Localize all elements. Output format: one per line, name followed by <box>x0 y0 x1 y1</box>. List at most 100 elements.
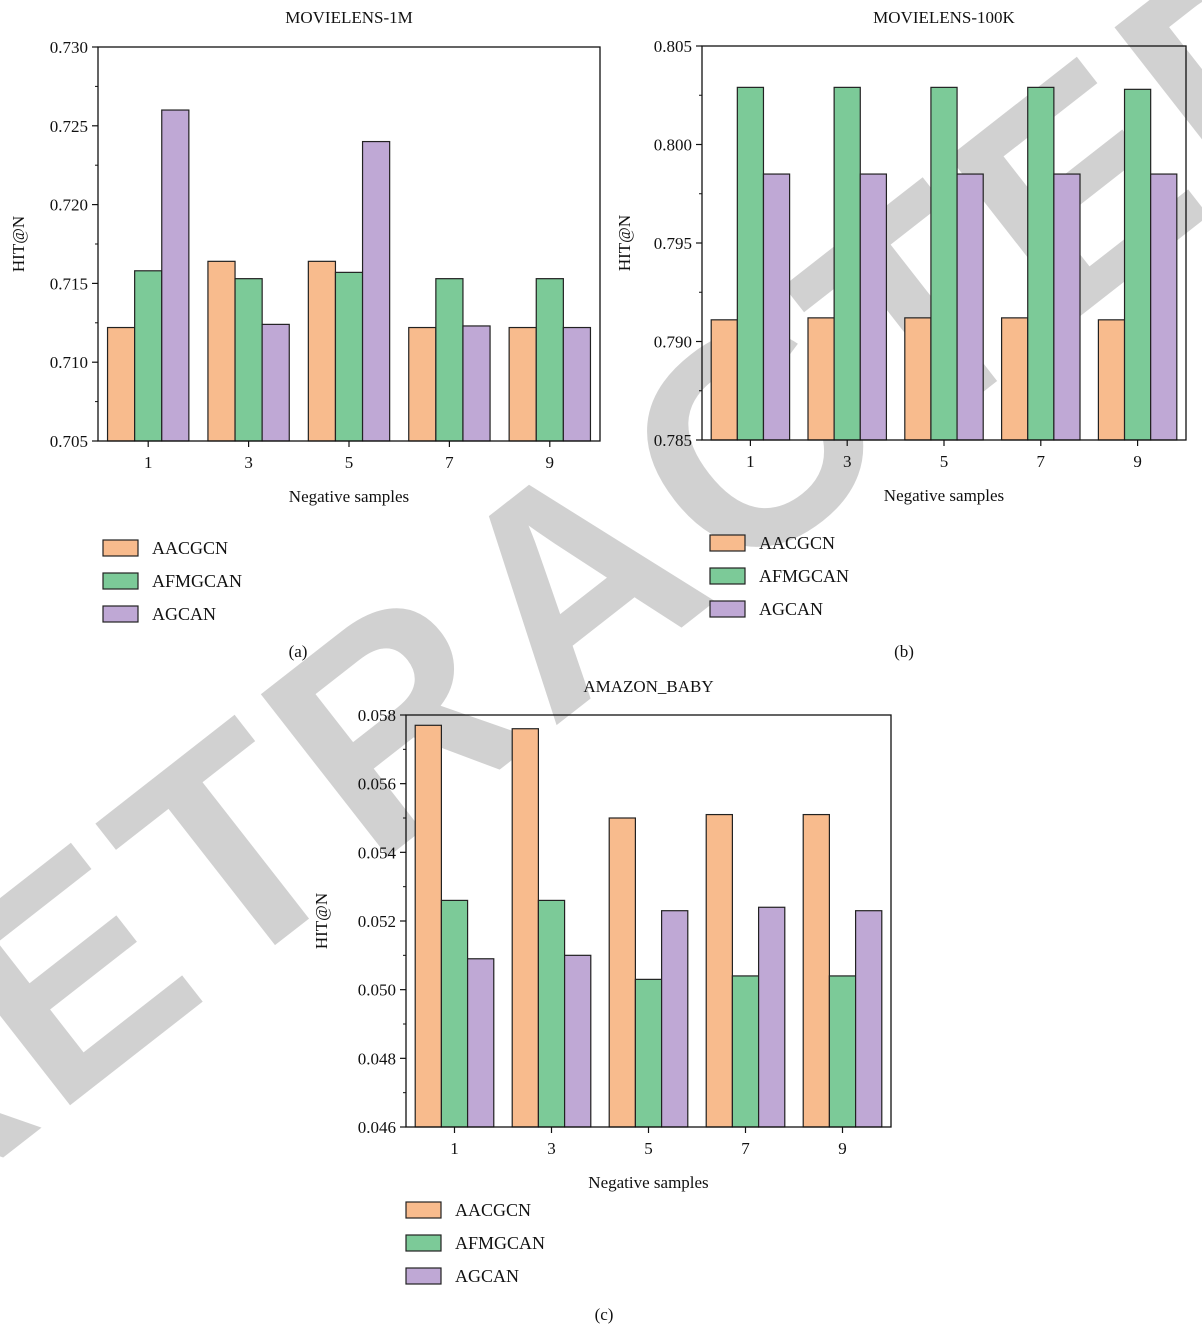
bar-agcan-1 <box>466 958 495 1128</box>
bars <box>710 86 1178 441</box>
bar-afmgcan-3 <box>833 86 861 441</box>
y-tick-label: 0.730 <box>50 38 88 57</box>
bar-agcan-1 <box>161 109 190 442</box>
x-tick-label: 1 <box>144 453 153 472</box>
bar-afmgcan-9 <box>828 975 857 1128</box>
legend: AACGCN AFMGCAN AGCAN <box>102 538 242 624</box>
bar-aacgcn-1 <box>414 724 442 1128</box>
x-tick-label: 9 <box>546 453 555 472</box>
bar-aacgcn-3 <box>807 317 835 441</box>
legend-swatch-aacgcn <box>102 539 139 557</box>
legend-label-afmgcan: AFMGCAN <box>152 571 242 591</box>
chart-movielens-100k: MOVIELENS-100K 0.785 0.790 0.795 0.800 0.805 1… <box>615 8 1187 661</box>
legend-label-agcan: AGCAN <box>455 1266 519 1286</box>
bar-agcan-7 <box>1053 173 1081 441</box>
y-tick-label: 0.058 <box>358 706 396 725</box>
bar-afmgcan-5 <box>334 271 364 442</box>
y-tick-label: 0.050 <box>358 981 396 1000</box>
legend-swatch-agcan <box>405 1267 442 1285</box>
x-axis-label: Negative samples <box>289 487 409 506</box>
legend-label-aacgcn: AACGCN <box>152 538 228 558</box>
y-tick-label: 0.795 <box>654 234 692 253</box>
y-tick-label: 0.720 <box>50 196 88 215</box>
bar-aacgcn-5 <box>307 260 337 442</box>
legend-swatch-afmgcan <box>709 567 746 585</box>
x-tick-label: 7 <box>445 453 454 472</box>
chart-amazon-baby: AMAZON_BABY 0.046 0.048 0.050 0.052 0.054 0.05… <box>312 677 892 1324</box>
legend-label-agcan: AGCAN <box>759 599 823 619</box>
chart-movielens-1m: MOVIELENS-1M 0.705 0.710 0.715 0.720 0.725 0.7… <box>9 8 601 661</box>
x-tick-label: 1 <box>450 1139 459 1158</box>
bar-agcan-9 <box>562 326 592 442</box>
y-tick-label: 0.800 <box>654 136 692 155</box>
x-axis-label: Negative samples <box>884 486 1004 505</box>
y-tick-label: 0.790 <box>654 333 692 352</box>
bar-agcan-3 <box>859 173 888 441</box>
y-tick-label: 0.048 <box>358 1049 396 1068</box>
bar-afmgcan-1 <box>736 86 765 441</box>
y-tick-label: 0.054 <box>358 843 397 862</box>
bar-aacgcn-5 <box>904 317 932 441</box>
bar-aacgcn-9 <box>508 326 537 442</box>
legend-label-afmgcan: AFMGCAN <box>759 566 849 586</box>
bar-aacgcn-7 <box>1000 317 1029 441</box>
bar-agcan-5 <box>660 910 689 1128</box>
x-tick-label: 3 <box>244 453 253 472</box>
bar-aacgcn-5 <box>608 817 637 1128</box>
bar-agcan-9 <box>1150 173 1178 441</box>
panel-label: (b) <box>894 642 914 661</box>
bar-agcan-1 <box>762 173 791 441</box>
legend-swatch-afmgcan <box>405 1234 442 1252</box>
legend-label-aacgcn: AACGCN <box>455 1200 531 1220</box>
x-tick-label: 3 <box>547 1139 556 1158</box>
bar-afmgcan-5 <box>930 86 958 441</box>
bar-aacgcn-7 <box>408 326 437 442</box>
bars <box>106 109 592 442</box>
y-tick-label: 0.052 <box>358 912 396 931</box>
bar-aacgcn-9 <box>802 813 831 1128</box>
bar-afmgcan-3 <box>234 278 263 442</box>
legend-label-agcan: AGCAN <box>152 604 216 624</box>
y-tick-label: 0.710 <box>50 353 88 372</box>
bar-afmgcan-7 <box>1027 86 1055 441</box>
bar-afmgcan-1 <box>440 899 469 1128</box>
x-tick-label: 1 <box>746 452 755 471</box>
bar-afmgcan-5 <box>634 978 663 1128</box>
legend-swatch-afmgcan <box>102 572 139 590</box>
bar-aacgcn-1 <box>106 326 136 442</box>
x-tick-label: 9 <box>838 1139 847 1158</box>
legend-swatch-aacgcn <box>709 534 746 552</box>
bar-agcan-5 <box>361 140 391 442</box>
y-tick-label: 0.785 <box>654 431 692 450</box>
y-axis-label: HIT@N <box>9 216 28 272</box>
x-tick-label: 7 <box>1037 452 1046 471</box>
bar-agcan-7 <box>757 906 786 1128</box>
y-axis-label: HIT@N <box>615 215 634 271</box>
bar-agcan-3 <box>563 954 592 1128</box>
x-tick-label: 5 <box>345 453 354 472</box>
legend-swatch-agcan <box>709 600 746 618</box>
bar-afmgcan-9 <box>535 278 564 442</box>
bar-aacgcn-3 <box>207 260 236 442</box>
y-tick-label: 0.805 <box>654 37 692 56</box>
chart-title: MOVIELENS-1M <box>285 8 413 27</box>
y-tick-label: 0.705 <box>50 432 88 451</box>
bar-agcan-3 <box>261 323 290 442</box>
y-tick-label: 0.056 <box>358 775 396 794</box>
chart-title: AMAZON_BABY <box>583 677 713 696</box>
chart-title: MOVIELENS-100K <box>873 8 1015 27</box>
x-tick-label: 5 <box>644 1139 653 1158</box>
legend-label-aacgcn: AACGCN <box>759 533 835 553</box>
bar-afmgcan-7 <box>731 975 760 1128</box>
bar-agcan-7 <box>462 325 491 442</box>
y-tick-label: 0.715 <box>50 274 88 293</box>
legend-label-afmgcan: AFMGCAN <box>455 1233 545 1253</box>
y-tick-label: 0.046 <box>358 1118 396 1137</box>
bar-aacgcn-9 <box>1097 319 1126 441</box>
x-tick-label: 3 <box>843 452 852 471</box>
y-axis-label: HIT@N <box>312 893 331 949</box>
x-axis-label: Negative samples <box>588 1173 708 1192</box>
x-tick-label: 9 <box>1133 452 1142 471</box>
x-tick-label: 7 <box>741 1139 750 1158</box>
